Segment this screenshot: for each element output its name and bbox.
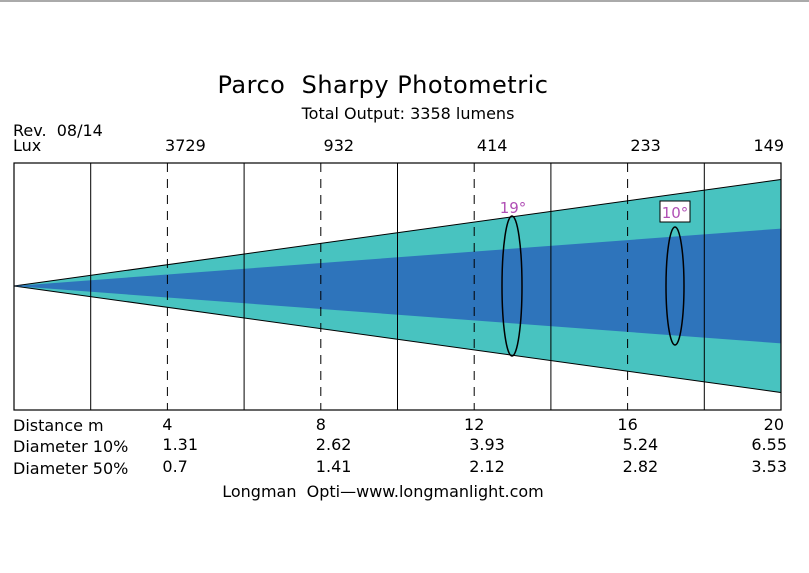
row-value: 149	[753, 136, 784, 155]
beam-angle-label: 10°	[662, 204, 689, 222]
row-value: 3.93	[469, 435, 505, 454]
revision-label: Rev. 08/14	[13, 121, 103, 140]
chart-title: Parco Sharpy Photometric	[218, 71, 549, 99]
beam-angle-ellipse	[665, 226, 685, 346]
row-value: 2.12	[469, 457, 505, 476]
field-angle-label: 19°	[500, 199, 527, 217]
row-value: 414	[477, 136, 508, 155]
row-value: 3729	[165, 136, 206, 155]
row-value: 8	[316, 415, 326, 434]
row-values: 3729 932 414 233 149 4 8 12 16 20 1.31 2.62 3.93 5.24…	[162, 136, 787, 476]
row-value: 2.82	[623, 457, 659, 476]
row-value: 932	[324, 136, 355, 155]
row-value: 1.41	[316, 457, 352, 476]
row-value: 20	[764, 415, 784, 434]
row-value: 16	[617, 415, 637, 434]
beam-plot: 19° 10°	[13, 162, 782, 411]
row-label: Lux	[13, 136, 41, 155]
field-angle-ellipse	[501, 215, 523, 357]
row-labels: Lux Distance m Diameter 10% Diameter 50%	[13, 136, 128, 478]
row-value: 1.31	[162, 435, 198, 454]
grid-solid-lines	[90, 163, 705, 410]
row-value: 6.55	[751, 435, 787, 454]
footer-credit: Longman Opti—www.longmanlight.com	[222, 482, 544, 501]
row-value: 12	[464, 415, 484, 434]
row-value: 0.7	[162, 457, 187, 476]
row-value: 4	[162, 415, 172, 434]
row-value: 233	[630, 136, 661, 155]
row-value: 3.53	[751, 457, 787, 476]
beam-angle-label-box	[659, 200, 691, 223]
row-label: Diameter 10%	[13, 437, 128, 456]
row-value: 5.24	[623, 435, 659, 454]
chart-subtitle: Total Output: 3358 lumens	[301, 104, 515, 123]
plot-frame	[13, 162, 782, 411]
row-value: 2.62	[316, 435, 352, 454]
row-label: Diameter 50%	[13, 459, 128, 478]
row-label: Distance m	[13, 416, 104, 435]
